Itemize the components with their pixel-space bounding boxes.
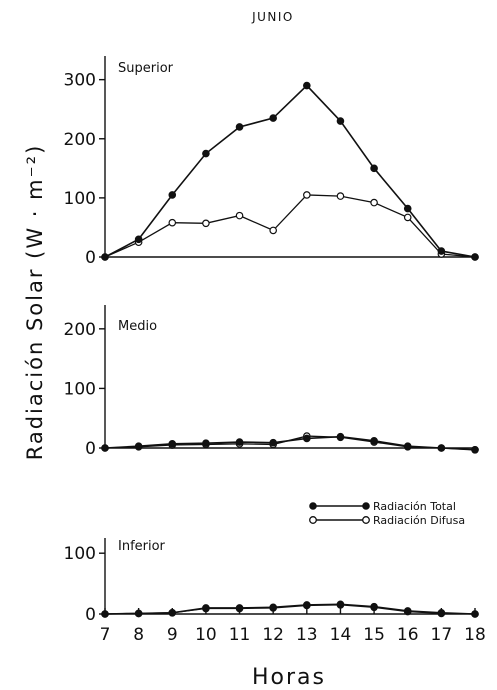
point-inferior-radiacion-total-14 <box>336 600 345 609</box>
series-line-superior-radiacion-total <box>104 84 476 258</box>
point-medio-radiacion-total-10 <box>202 439 210 448</box>
y-tick-label-superior-300: 300 <box>64 71 96 91</box>
panel-inferior: 0 100 Inferior <box>64 538 479 625</box>
legend-marker-total-end <box>362 502 370 510</box>
point-superior-radiacion-difusa-12 <box>269 226 277 235</box>
point-medio-radiacion-total-17 <box>437 444 446 452</box>
point-superior-radiacion-total-17 <box>437 247 446 255</box>
chart-title: JUNIO <box>251 10 294 24</box>
y-tick-label-medio-200: 200 <box>64 320 96 340</box>
legend-marker-difusa-end <box>362 516 370 524</box>
point-superior-radiacion-total-9 <box>168 191 177 199</box>
x-tick-label-16: 16 <box>397 625 419 645</box>
y-axis-label: Radiación Solar (W · m⁻²) <box>23 144 47 461</box>
point-superior-radiacion-total-18 <box>471 253 479 261</box>
x-tick-label-15: 15 <box>363 625 385 645</box>
series-line-medio-radiacion-total <box>104 435 476 451</box>
x-tick-label-8: 8 <box>133 625 144 645</box>
x-tick-label-18: 18 <box>464 625 486 645</box>
legend-marker-total-start <box>309 502 317 510</box>
series-line-inferior-radiacion-total <box>104 603 476 615</box>
y-tick-label-medio-100: 100 <box>64 379 96 399</box>
y-tick-label-superior-200: 200 <box>64 130 96 150</box>
point-superior-radiacion-total-16 <box>403 204 412 213</box>
x-axis: 7 8 9 10 11 12 13 14 15 16 17 18 <box>100 608 486 645</box>
x-tick-label-17: 17 <box>431 625 453 645</box>
y-tick-label-inferior-100: 100 <box>64 544 96 564</box>
panel-label-inferior: Inferior <box>118 539 166 554</box>
panel-medio: 0 100 200 Medio <box>64 305 479 459</box>
point-inferior-radiacion-total-13 <box>303 601 311 609</box>
point-medio-radiacion-total-7 <box>101 444 109 452</box>
point-medio-radiacion-total-18 <box>471 445 479 454</box>
point-superior-radiacion-total-8 <box>134 235 143 244</box>
panel-label-medio: Medio <box>118 319 157 334</box>
y-tick-label-inferior-0: 0 <box>85 605 96 625</box>
point-medio-radiacion-total-11 <box>235 438 244 446</box>
legend: Radiación Total Radiación Difusa <box>309 500 465 527</box>
x-tick-label-10: 10 <box>195 625 217 645</box>
x-tick-label-7: 7 <box>100 625 111 645</box>
point-superior-radiacion-difusa-9 <box>168 218 177 227</box>
x-tick-label-14: 14 <box>330 625 352 645</box>
point-superior-radiacion-difusa-10 <box>202 219 210 228</box>
point-superior-radiacion-difusa-16 <box>403 213 412 222</box>
point-medio-radiacion-total-13 <box>303 434 311 443</box>
x-tick-label-9: 9 <box>167 625 178 645</box>
point-medio-radiacion-total-16 <box>403 442 412 451</box>
series-line-superior-radiacion-difusa <box>104 194 476 258</box>
point-superior-radiacion-total-12 <box>269 114 277 122</box>
point-medio-radiacion-total-8 <box>134 442 143 451</box>
y-tick-label-superior-100: 100 <box>64 189 96 209</box>
point-superior-radiacion-difusa-13 <box>303 191 311 199</box>
panel-superior: 0 100 200 300 Superior <box>64 56 479 268</box>
y-tick-label-medio-0: 0 <box>85 439 96 459</box>
x-tick-label-11: 11 <box>229 625 251 645</box>
point-medio-radiacion-total-12 <box>269 438 277 447</box>
x-tick-label-13: 13 <box>296 625 318 645</box>
legend-marker-difusa-start <box>309 516 317 524</box>
point-superior-radiacion-total-14 <box>336 117 345 125</box>
point-superior-radiacion-difusa-15 <box>370 198 378 207</box>
point-medio-radiacion-total-9 <box>168 440 177 448</box>
x-tick-label-12: 12 <box>262 625 284 645</box>
legend-label-difusa: Radiación Difusa <box>373 514 465 527</box>
point-medio-radiacion-total-14 <box>336 432 345 441</box>
legend-label-total: Radiación Total <box>373 500 456 513</box>
panel-label-superior: Superior <box>118 61 174 76</box>
point-superior-radiacion-total-13 <box>303 81 311 90</box>
y-tick-label-superior-0: 0 <box>85 248 96 268</box>
point-superior-radiacion-total-11 <box>235 123 244 131</box>
point-superior-radiacion-total-10 <box>202 149 210 158</box>
point-superior-radiacion-difusa-14 <box>336 192 345 200</box>
x-axis-label: Horas <box>252 665 326 690</box>
point-superior-radiacion-total-15 <box>370 164 378 173</box>
point-medio-radiacion-total-15 <box>370 437 378 445</box>
point-superior-radiacion-difusa-11 <box>235 211 244 220</box>
point-superior-radiacion-total-7 <box>101 253 109 261</box>
